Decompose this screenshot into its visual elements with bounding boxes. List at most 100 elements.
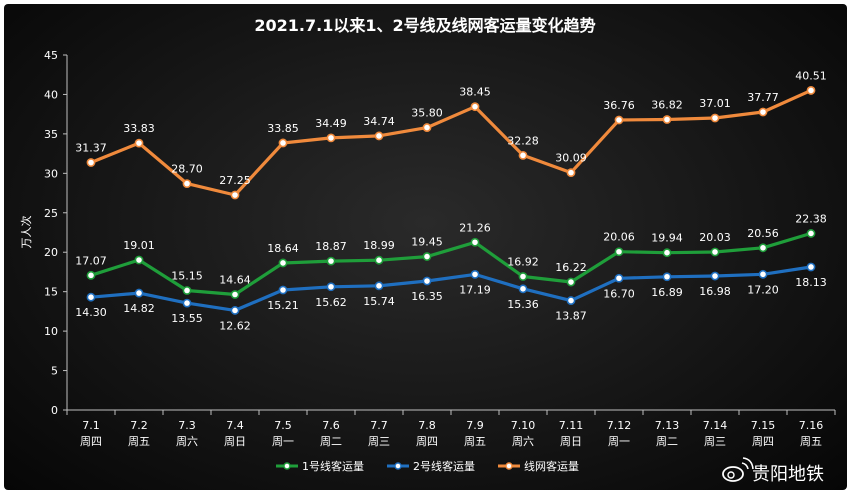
data-label: 37.77: [747, 91, 779, 104]
x-tick-day: 周五: [128, 435, 150, 448]
data-point: [806, 229, 816, 238]
data-point: [134, 255, 144, 265]
data-point: [470, 237, 480, 247]
data-label: 31.37: [75, 142, 107, 155]
data-label: 20.03: [699, 231, 731, 244]
data-label: 15.74: [363, 295, 395, 308]
data-label: 12.62: [219, 319, 251, 332]
legend-label: 线网客运量: [524, 459, 579, 473]
data-label: 13.87: [555, 310, 587, 323]
data-point: [518, 272, 528, 281]
data-point: [566, 277, 576, 287]
data-point: [230, 306, 240, 315]
x-tick-date: 7.13: [655, 419, 680, 432]
x-tick-day: 周二: [656, 435, 678, 448]
data-label: 19.45: [411, 236, 443, 249]
data-label: 28.70: [171, 163, 203, 176]
data-point: [278, 258, 288, 268]
series-1: 17.07 19.01 15.15 14.64 18.64 18.87 18.99 19.45…: [75, 212, 827, 299]
data-label: 14.64: [219, 274, 251, 287]
watermark-text: 贵阳地铁: [752, 464, 824, 485]
data-point: [806, 262, 816, 272]
x-tick-day: 周三: [704, 435, 726, 448]
data-point: [662, 272, 672, 282]
data-point: [230, 290, 240, 299]
legend-label: 2号线客运量: [413, 459, 475, 473]
x-tick-day: 周六: [176, 435, 198, 448]
x-tick-date: 7.4: [226, 419, 244, 432]
data-label: 19.01: [123, 239, 155, 252]
x-tick-date: 7.2: [130, 419, 148, 432]
data-label: 17.19: [459, 283, 491, 296]
data-point: [758, 243, 768, 253]
data-point: [230, 190, 240, 200]
data-point: [806, 86, 816, 95]
data-label: 20.06: [603, 231, 635, 244]
legend-item-1: 1号线客运量: [276, 459, 364, 473]
series-3: 31.37 33.83 28.70 27.25 33.85 34.49 34.74 35.80…: [75, 69, 827, 200]
data-point: [422, 123, 432, 132]
y-tick-label: 0: [51, 404, 58, 417]
data-point: [710, 271, 720, 281]
axes: 0 5 10 15 20 25 30 35 40 45 7.1 周四 7.2 周五 7.3 周六 7.4 周日 7.…: [44, 49, 836, 448]
y-tick-label: 15: [44, 286, 58, 299]
legend-label: 1号线客运量: [302, 459, 364, 473]
series-line: [90, 231, 812, 297]
data-point: [134, 288, 144, 298]
data-point: [566, 168, 576, 178]
x-tick-date: 7.11: [559, 419, 584, 432]
data-point: [326, 256, 336, 266]
data-point: [326, 133, 336, 143]
data-label: 18.64: [267, 242, 299, 255]
y-tick-label: 35: [44, 128, 58, 141]
x-tick-day: 周五: [464, 435, 486, 448]
data-label: 16.98: [699, 285, 731, 298]
data-label: 13.55: [171, 312, 203, 325]
data-point: [758, 269, 768, 279]
data-point: [374, 131, 384, 141]
data-label: 14.82: [123, 302, 155, 315]
data-label: 38.45: [459, 86, 491, 99]
data-point: [758, 107, 768, 117]
y-tick-label: 5: [51, 365, 58, 378]
chart-marks: 17.07 19.01 15.15 14.64 18.64 18.87 18.99 19.45…: [75, 69, 827, 332]
x-tick-date: 7.9: [466, 419, 484, 432]
x-tick-day: 周四: [752, 435, 774, 448]
data-point: [662, 115, 672, 124]
data-point: [422, 252, 432, 261]
x-tick-day: 周一: [608, 435, 630, 448]
data-label: 15.15: [171, 269, 203, 282]
data-label: 17.20: [747, 283, 779, 296]
data-label: 33.83: [123, 122, 155, 135]
data-point: [470, 102, 480, 112]
data-point: [662, 248, 672, 258]
data-label: 18.99: [363, 239, 395, 252]
data-point: [710, 247, 720, 257]
x-tick-day: 周日: [224, 435, 246, 448]
data-label: 18.87: [315, 240, 347, 253]
y-tick-label: 40: [44, 88, 58, 101]
data-point: [566, 296, 576, 305]
series-line: [90, 88, 812, 197]
data-label: 36.82: [651, 99, 683, 112]
x-tick-date: 7.10: [511, 419, 536, 432]
data-point: [86, 292, 96, 302]
watermark: 贵阳地铁: [722, 457, 824, 485]
x-tick-day: 周四: [416, 435, 438, 448]
data-point: [182, 286, 192, 295]
data-label: 16.70: [603, 287, 635, 300]
data-label: 16.89: [651, 286, 683, 299]
data-point: [614, 115, 624, 125]
x-tick-day: 周三: [368, 435, 390, 448]
data-label: 30.09: [555, 152, 587, 165]
series-line: [90, 265, 812, 312]
x-tick-date: 7.16: [799, 419, 824, 432]
data-point: [134, 138, 144, 148]
data-point: [422, 276, 432, 286]
data-label: 35.80: [411, 107, 443, 120]
data-label: 40.51: [795, 69, 827, 82]
data-point: [86, 158, 96, 167]
data-label: 33.85: [267, 122, 299, 135]
series-2: 14.30 14.82 13.55 12.62 15.21 15.62 15.74 16.35…: [75, 262, 827, 332]
